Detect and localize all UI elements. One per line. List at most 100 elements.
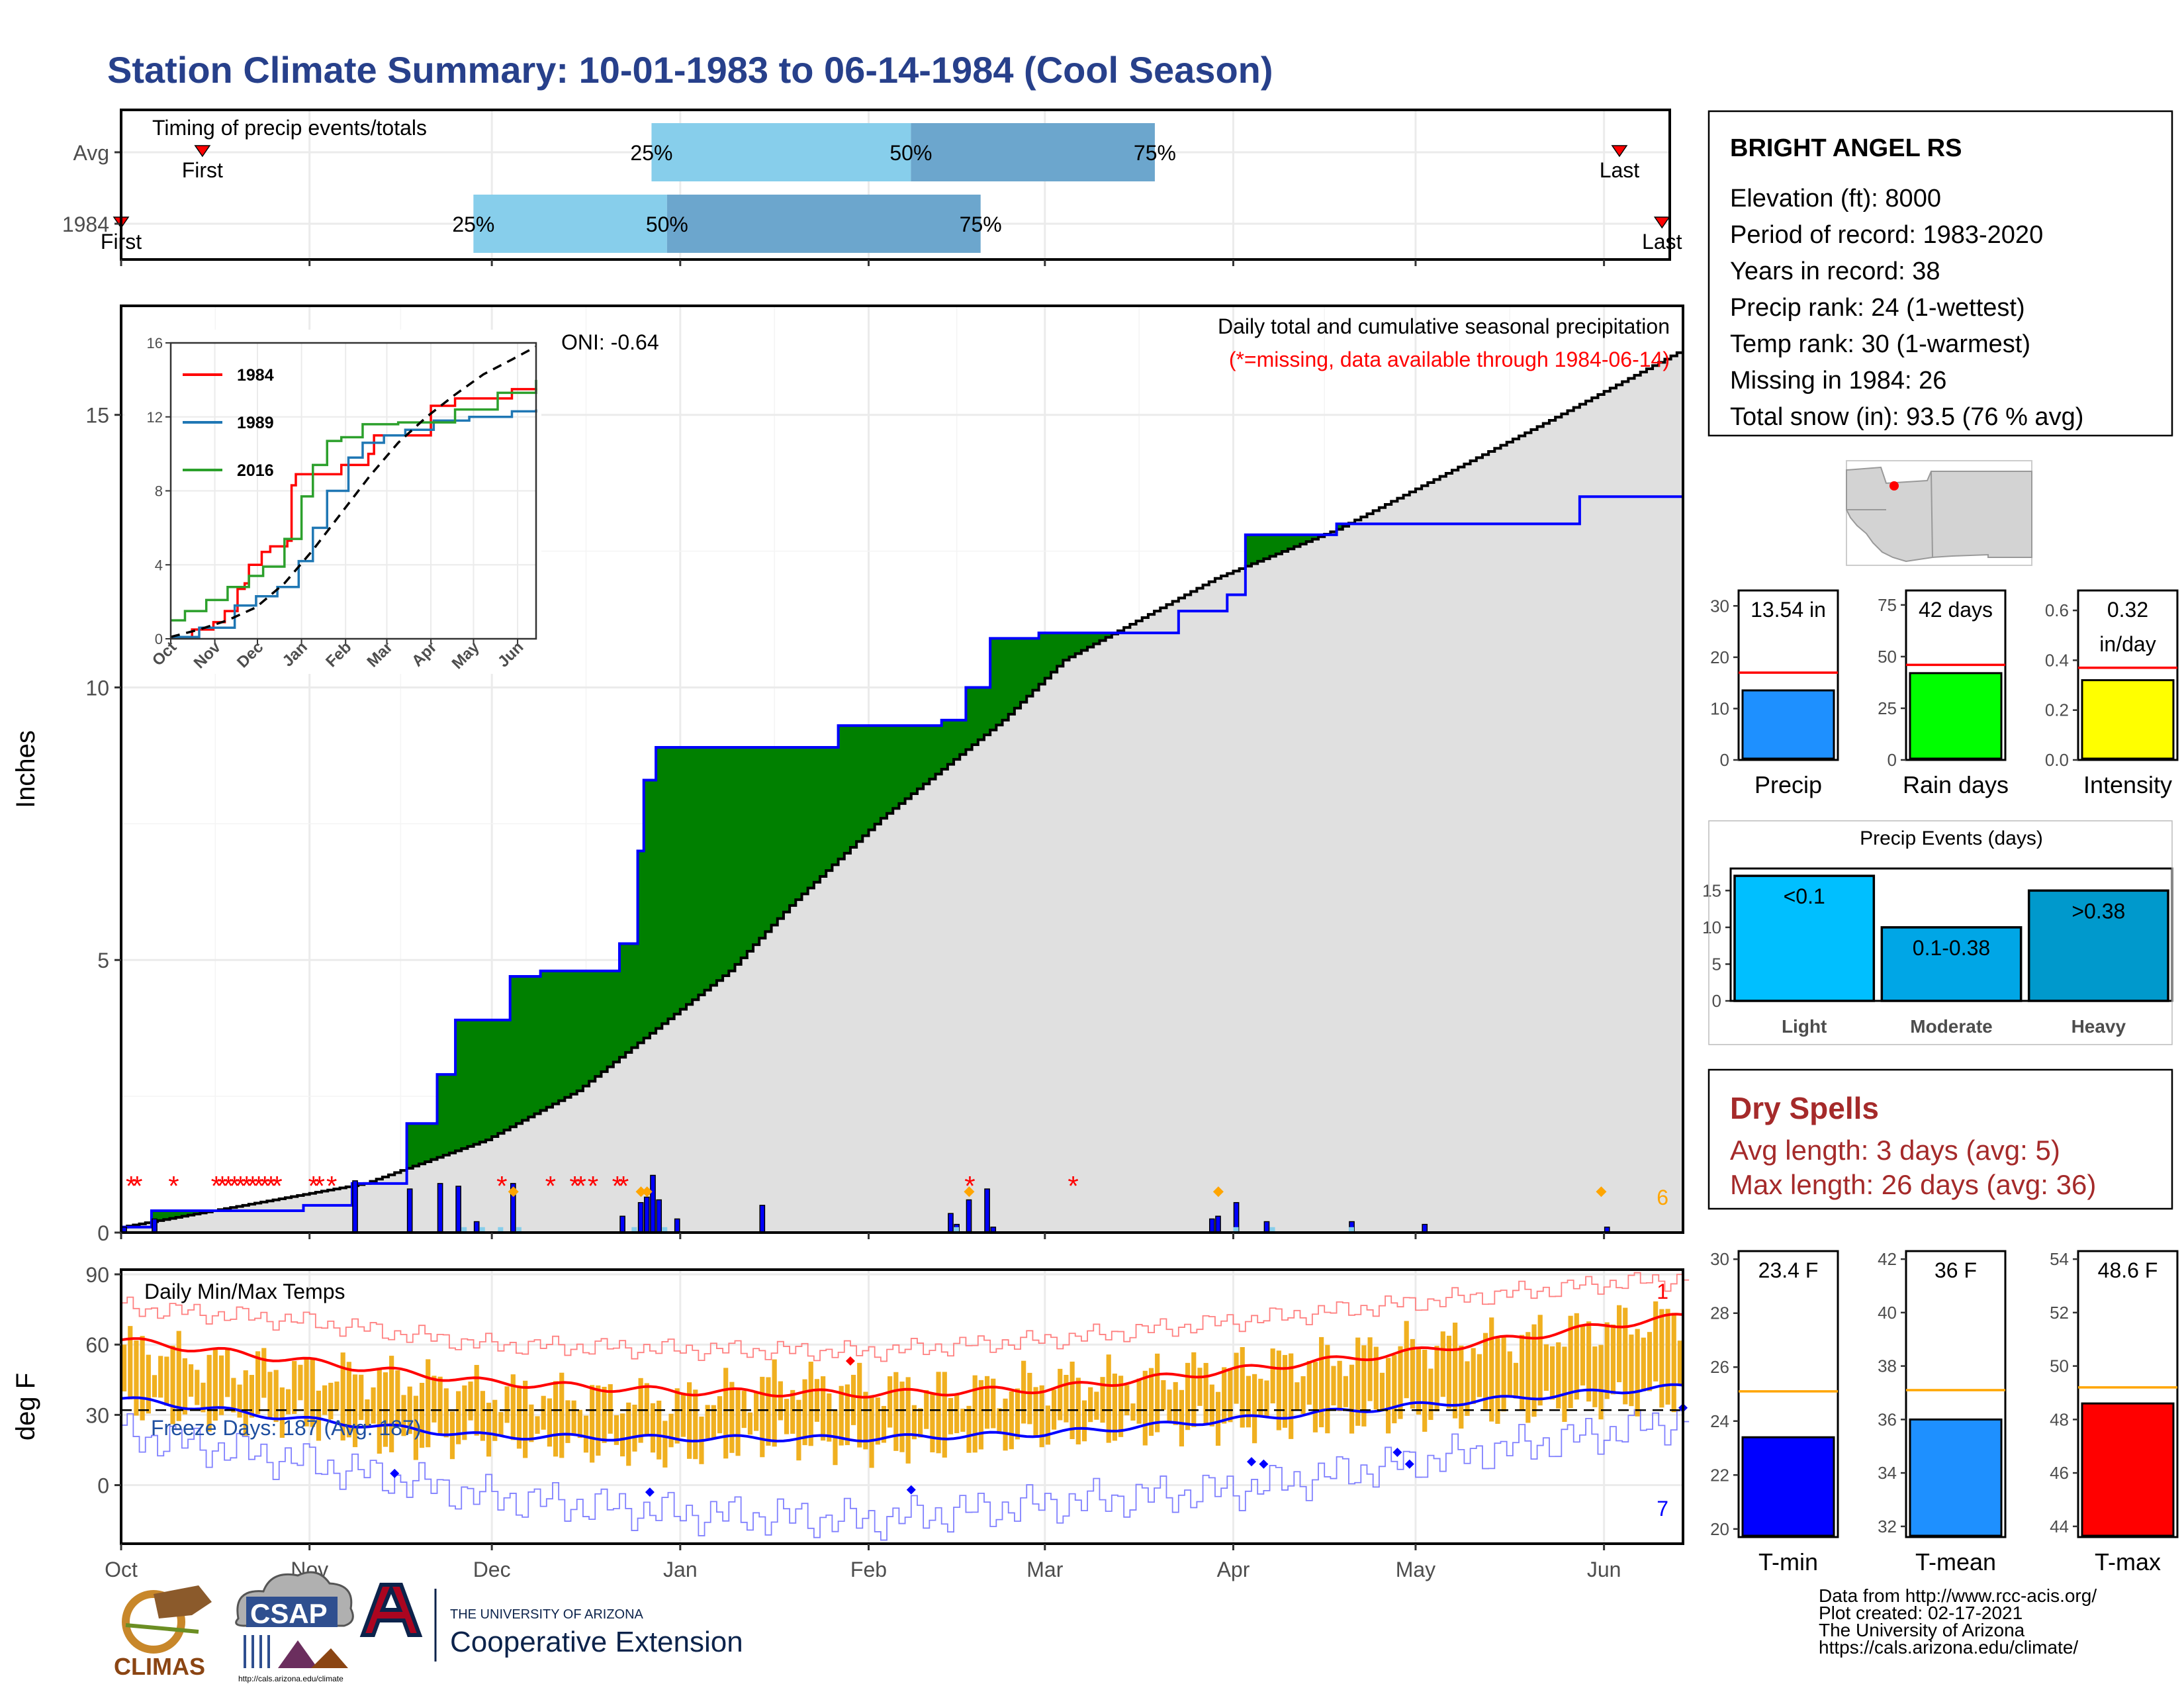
csap-logo-url: http://cals.arizona.edu/climate: [238, 1674, 343, 1683]
missing-marker: *: [618, 1170, 629, 1201]
daily-temp-bar: [541, 1395, 546, 1430]
daily-temp-bar: [705, 1405, 710, 1438]
observed-cumulative-line: [121, 494, 1684, 1229]
csap-logo: CSAP http://cals.arizona.edu/climate: [235, 1571, 354, 1683]
wet-anomaly-slice: [783, 747, 790, 912]
daily-temp-bar: [261, 1348, 267, 1398]
missing-marker: *: [308, 1170, 318, 1201]
ua-logo-big-text: Cooperative Extension: [450, 1626, 743, 1658]
daily-temp-bar: [456, 1391, 461, 1444]
wet-anomaly-slice: [619, 943, 626, 1058]
station-years: Years in record: 38: [1730, 258, 1940, 285]
daily-temp-bar: [1295, 1382, 1300, 1411]
station-total-snow: Total snow (in): 93.5 (76 % avg): [1730, 403, 2083, 431]
temp-summary-ytick-label-1-0: 32: [1878, 1517, 1897, 1536]
daily-temp-bar: [1003, 1398, 1008, 1451]
daily-temp-bar: [1343, 1376, 1348, 1407]
daily-temp-bar: [1465, 1361, 1470, 1416]
missing-marker: *: [612, 1170, 623, 1201]
temp-summary-ytick-label-1-5: 42: [1878, 1249, 1897, 1269]
timing-bar-25-50-1984: [473, 195, 667, 253]
daily-temp-bar: [857, 1362, 862, 1448]
wet-anomaly-slice: [868, 726, 876, 830]
daily-temp-bar: [668, 1413, 674, 1448]
precip-summary-label-Rain days: Rain days: [1903, 771, 2009, 798]
wet-anomaly-slice: [1245, 534, 1252, 567]
wet-anomaly-slice: [540, 970, 547, 1111]
daily-temp-bar: [1647, 1332, 1653, 1391]
daily-temp-bar: [687, 1382, 692, 1459]
temp-summary-ytick-label-2-2: 48: [2050, 1409, 2069, 1429]
y-tick-label-3: 15: [85, 404, 109, 428]
daily-temp-bar: [571, 1400, 576, 1434]
daily-temp-bar: [1264, 1380, 1269, 1418]
daily-temp-bar: [1337, 1360, 1342, 1411]
snow-marker: [964, 1186, 975, 1197]
wet-anomaly-slice: [467, 1019, 475, 1147]
daily-temp-bar: [182, 1358, 188, 1415]
trace-precip-bar: [662, 1227, 668, 1233]
daily-temp-bar: [237, 1384, 242, 1418]
daily-temp-bar: [972, 1375, 978, 1453]
daily-temp-bar: [1112, 1374, 1117, 1441]
daily-temp-bar: [808, 1362, 813, 1446]
daily-temp-bar: [1501, 1336, 1506, 1412]
daily-temp-bar: [869, 1396, 874, 1468]
temp-summary-value-T-mean: 36 F: [1934, 1258, 1977, 1282]
daily-temp-bar: [1574, 1313, 1579, 1400]
timing-p50-label-Avg: 50%: [889, 141, 932, 165]
wet-anomaly-slice: [485, 1019, 492, 1140]
missing-marker: *: [259, 1170, 270, 1201]
daily-temp-bar: [778, 1381, 783, 1421]
wet-anomaly-slice: [194, 1211, 201, 1214]
daily-temp-bar: [559, 1372, 565, 1458]
record-low-marker-3: [1247, 1457, 1257, 1467]
month-label-Feb: Feb: [850, 1558, 887, 1581]
daily-temp-bar: [486, 1403, 492, 1457]
wet-anomaly-slice: [510, 976, 517, 1127]
wet-anomaly-slice: [1269, 534, 1277, 557]
wet-anomaly-slice: [880, 726, 887, 819]
wet-anomaly-slice: [686, 747, 693, 1005]
daily-temp-bar: [164, 1356, 169, 1406]
record-low-marker-6: [1404, 1459, 1414, 1469]
events-ytick-label-2: 10: [1702, 917, 1721, 937]
month-label-Dec: Dec: [473, 1558, 511, 1581]
wet-anomaly-slice: [972, 687, 979, 745]
timing-bar-50-75-1984: [666, 195, 981, 253]
daily-temp-bar: [371, 1387, 376, 1424]
inset-y-tick-label-1: 4: [155, 557, 163, 573]
avg-tmin-line: [120, 1383, 1684, 1443]
wet-anomaly-slice: [1008, 638, 1015, 714]
month-label-Jun: Jun: [1587, 1558, 1621, 1581]
wet-anomaly-slice: [449, 1074, 456, 1153]
wet-anomaly-slice: [516, 976, 523, 1124]
daily-temp-bar: [632, 1405, 637, 1452]
timing-first-marker-Avg: [194, 145, 211, 158]
daily-precip-bar: [352, 1180, 358, 1233]
temp-summary-label-T-max: T-max: [2095, 1548, 2161, 1575]
daily-temp-bar: [596, 1385, 601, 1456]
daily-temp-bar: [1623, 1307, 1628, 1405]
daily-temp-bar: [729, 1382, 735, 1453]
daily-temp-bar: [285, 1389, 291, 1415]
daily-temp-bar: [322, 1385, 328, 1415]
events-outer-box: [1708, 820, 2173, 1045]
dry-spells-max: Max length: 26 days (avg: 36): [1730, 1169, 2096, 1200]
daily-temp-bar: [152, 1375, 158, 1397]
daily-temp-bar: [1148, 1368, 1154, 1436]
wet-anomaly-slice: [899, 726, 906, 804]
daily-temp-bar: [1270, 1348, 1275, 1404]
trace-precip-bar: [479, 1227, 485, 1233]
wet-anomaly-slice: [893, 726, 900, 809]
event-range-label-Light: <0.1: [1784, 884, 1825, 908]
daily-temp-bar: [146, 1354, 151, 1414]
missing-marker: *: [211, 1170, 222, 1201]
temp-summary-ytick-label-0-5: 30: [1710, 1249, 1729, 1269]
wet-anomaly-slice: [565, 970, 572, 1098]
inset-y-tick-label-4: 16: [147, 335, 163, 352]
wet-anomaly-slice: [570, 970, 578, 1094]
